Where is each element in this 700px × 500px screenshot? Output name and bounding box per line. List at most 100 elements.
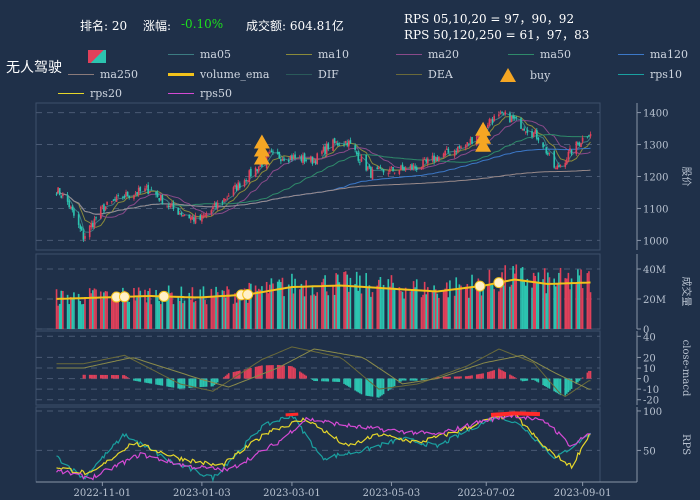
volume-bar bbox=[62, 290, 64, 329]
candle bbox=[248, 170, 251, 183]
volume-bar bbox=[60, 290, 63, 329]
volume-bar bbox=[559, 267, 562, 329]
volume-bar bbox=[357, 290, 360, 329]
macd-bar bbox=[269, 365, 271, 379]
macd-bar bbox=[155, 378, 157, 385]
candle bbox=[177, 207, 179, 215]
candle bbox=[84, 236, 86, 239]
candle bbox=[272, 151, 274, 153]
macd-bar bbox=[283, 365, 285, 379]
legend-item-rps20: rps20 bbox=[58, 87, 122, 100]
macd-bar bbox=[322, 378, 325, 382]
candle bbox=[156, 193, 159, 197]
candle bbox=[488, 119, 491, 126]
candle bbox=[577, 142, 579, 144]
volume-bar bbox=[183, 300, 186, 329]
macd-bar bbox=[381, 378, 383, 396]
legend-item-ma05: ma05 bbox=[168, 48, 231, 61]
candle bbox=[73, 209, 75, 216]
candle bbox=[438, 156, 440, 162]
macd-bar bbox=[414, 378, 416, 381]
macd-bar bbox=[580, 378, 582, 380]
candles bbox=[55, 110, 592, 242]
volume-bar bbox=[521, 267, 524, 329]
candle bbox=[191, 217, 194, 219]
volume-bar bbox=[257, 288, 260, 329]
macd-bar bbox=[111, 375, 113, 379]
candle bbox=[310, 156, 312, 162]
volume-bar bbox=[194, 300, 197, 329]
volume-bar bbox=[188, 292, 191, 329]
macd-bar bbox=[403, 378, 405, 381]
volume-bar bbox=[532, 272, 535, 329]
macd-bar bbox=[245, 369, 247, 379]
volume-bar bbox=[335, 273, 337, 329]
rps10-line bbox=[56, 413, 592, 483]
volume-bar bbox=[226, 286, 228, 329]
x-tick-label: 2023-03-01 bbox=[263, 488, 321, 499]
candle bbox=[354, 145, 356, 150]
candle bbox=[114, 198, 116, 201]
candle bbox=[134, 193, 137, 195]
candle bbox=[99, 206, 102, 219]
volume-bar bbox=[159, 304, 162, 329]
candle bbox=[193, 217, 195, 222]
legend-label: DEA bbox=[428, 68, 453, 81]
volume-bar bbox=[575, 284, 578, 329]
macd-bar bbox=[490, 371, 492, 379]
macd-bar bbox=[523, 378, 525, 382]
macd-bar bbox=[588, 370, 590, 379]
candle bbox=[188, 214, 191, 219]
ma05-line bbox=[56, 112, 591, 233]
candle bbox=[445, 148, 448, 150]
volume-bar bbox=[259, 289, 262, 329]
candle bbox=[570, 150, 573, 155]
volume-bar bbox=[202, 286, 205, 329]
x-tick-label: 2022-11-01 bbox=[74, 488, 132, 499]
candle bbox=[368, 165, 371, 168]
volume-bar bbox=[166, 295, 168, 329]
candle bbox=[355, 151, 358, 155]
volume-bar bbox=[526, 278, 529, 329]
candle bbox=[316, 153, 319, 165]
candle bbox=[303, 153, 306, 162]
macd-bar bbox=[256, 366, 258, 379]
macd-bar bbox=[526, 378, 529, 381]
macd-bar bbox=[289, 366, 292, 379]
volume-bar bbox=[510, 284, 513, 329]
macd-bar bbox=[314, 378, 317, 382]
volume-signal-dot bbox=[474, 280, 486, 292]
candle bbox=[370, 166, 372, 178]
candle bbox=[144, 188, 146, 192]
macd-bar bbox=[482, 373, 484, 379]
volume-bar bbox=[436, 293, 439, 329]
candle bbox=[311, 156, 314, 164]
volume-bar bbox=[177, 296, 179, 329]
volume-bar bbox=[227, 289, 230, 329]
macd-ylabel: close-macd bbox=[680, 340, 691, 397]
volume-bar bbox=[58, 303, 61, 329]
legend-item-rps10: rps10 bbox=[618, 68, 682, 81]
volume-bar bbox=[332, 286, 334, 329]
macd-bar bbox=[148, 378, 151, 384]
candle bbox=[423, 158, 426, 160]
macd-bar bbox=[501, 370, 503, 379]
volume-bar bbox=[378, 279, 380, 329]
macd-bar bbox=[420, 378, 423, 381]
candle bbox=[558, 165, 560, 168]
candle bbox=[344, 141, 347, 143]
macd-bar bbox=[114, 375, 116, 379]
macd-bar bbox=[84, 374, 86, 379]
volume-bar bbox=[547, 272, 549, 329]
macd-bar bbox=[117, 375, 119, 379]
volume-bar bbox=[69, 296, 72, 329]
volume-bar bbox=[204, 299, 206, 329]
legend-swatch bbox=[168, 73, 194, 76]
candle bbox=[469, 138, 472, 144]
volume-bar bbox=[126, 297, 129, 329]
candle bbox=[491, 119, 494, 123]
candle bbox=[111, 201, 113, 203]
candle bbox=[535, 130, 538, 139]
macd-bar bbox=[147, 378, 149, 384]
volume-bar bbox=[95, 289, 97, 329]
